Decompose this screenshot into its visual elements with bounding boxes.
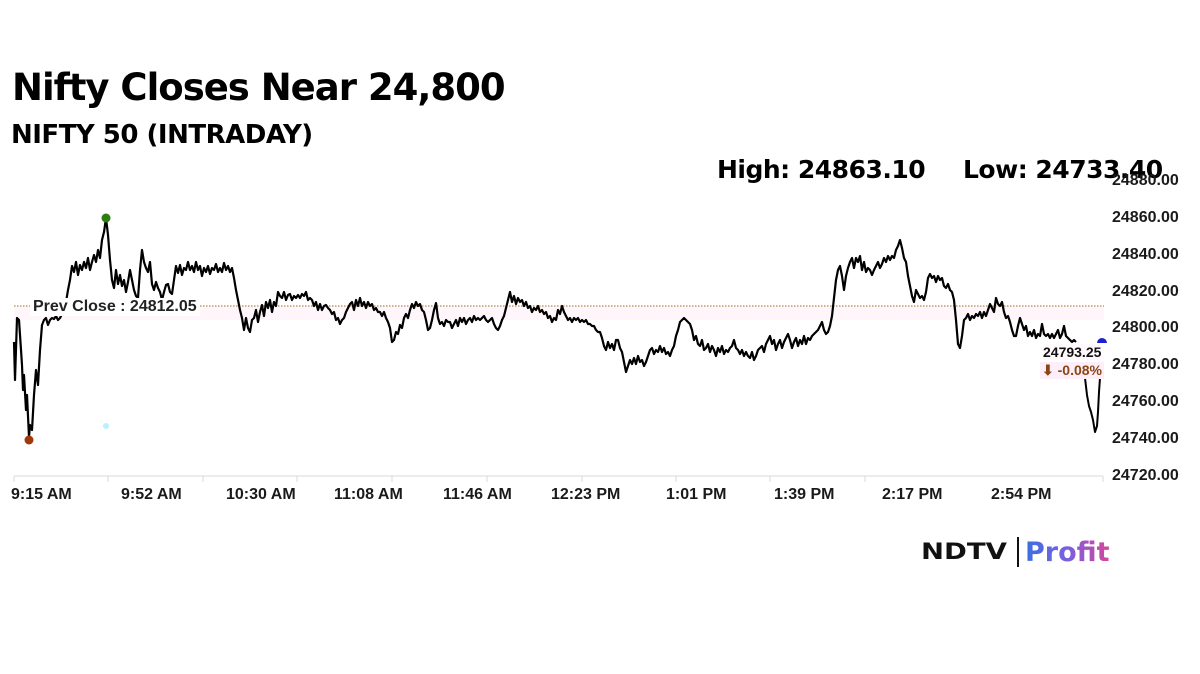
logo-brand: NDTV	[921, 539, 1007, 565]
day-high: High: 24863.10	[717, 155, 926, 184]
x-tick-label: 9:52 AM	[121, 486, 182, 503]
faint-marker	[103, 423, 109, 429]
y-tick-label: 24780.00	[1112, 356, 1179, 373]
high-marker	[101, 213, 111, 223]
page-title: Nifty Closes Near 24,800	[12, 66, 506, 109]
ndtv-profit-logo: NDTV Profit	[921, 534, 1110, 570]
day-low: Low: 24733.40	[963, 155, 1163, 184]
x-tick-label: 1:01 PM	[666, 486, 727, 503]
price-line-tail	[1084, 371, 1102, 433]
prev-close-label: Prev Close : 24812.05	[30, 298, 200, 316]
y-tick-label: 24840.00	[1112, 246, 1179, 263]
y-tick-label: 24760.00	[1112, 393, 1179, 410]
x-tick-label: 10:30 AM	[226, 486, 296, 503]
x-tick-label: 12:23 PM	[551, 486, 621, 503]
y-tick-label: 24740.00	[1112, 430, 1179, 447]
x-tick-label: 11:08 AM	[334, 486, 403, 503]
x-tick-label: 2:54 PM	[991, 486, 1052, 503]
x-axis-ticks	[13, 476, 1104, 482]
y-tick-label: 24820.00	[1112, 283, 1179, 300]
y-tick-label: 24720.00	[1112, 467, 1179, 484]
last-price-label: 24793.25	[1043, 344, 1102, 360]
x-tick-label: 1:39 PM	[774, 486, 835, 503]
y-tick-label: 24860.00	[1112, 209, 1179, 226]
chart-subtitle: NIFTY 50 (INTRADAY)	[11, 120, 313, 150]
x-tick-label: 9:15 AM	[11, 486, 72, 503]
last-marker	[1097, 338, 1107, 343]
low-marker	[24, 435, 34, 445]
change-percent-label: ⬇ -0.08%	[1040, 362, 1104, 379]
price-line	[12, 216, 1077, 439]
x-tick-label: 2:17 PM	[882, 486, 943, 503]
logo-product: Profit	[1025, 536, 1110, 568]
x-tick-label: 11:46 AM	[443, 486, 512, 503]
logo-divider	[1017, 537, 1019, 567]
y-tick-label: 24800.00	[1112, 319, 1179, 336]
y-tick-label: 24880.00	[1112, 172, 1179, 189]
